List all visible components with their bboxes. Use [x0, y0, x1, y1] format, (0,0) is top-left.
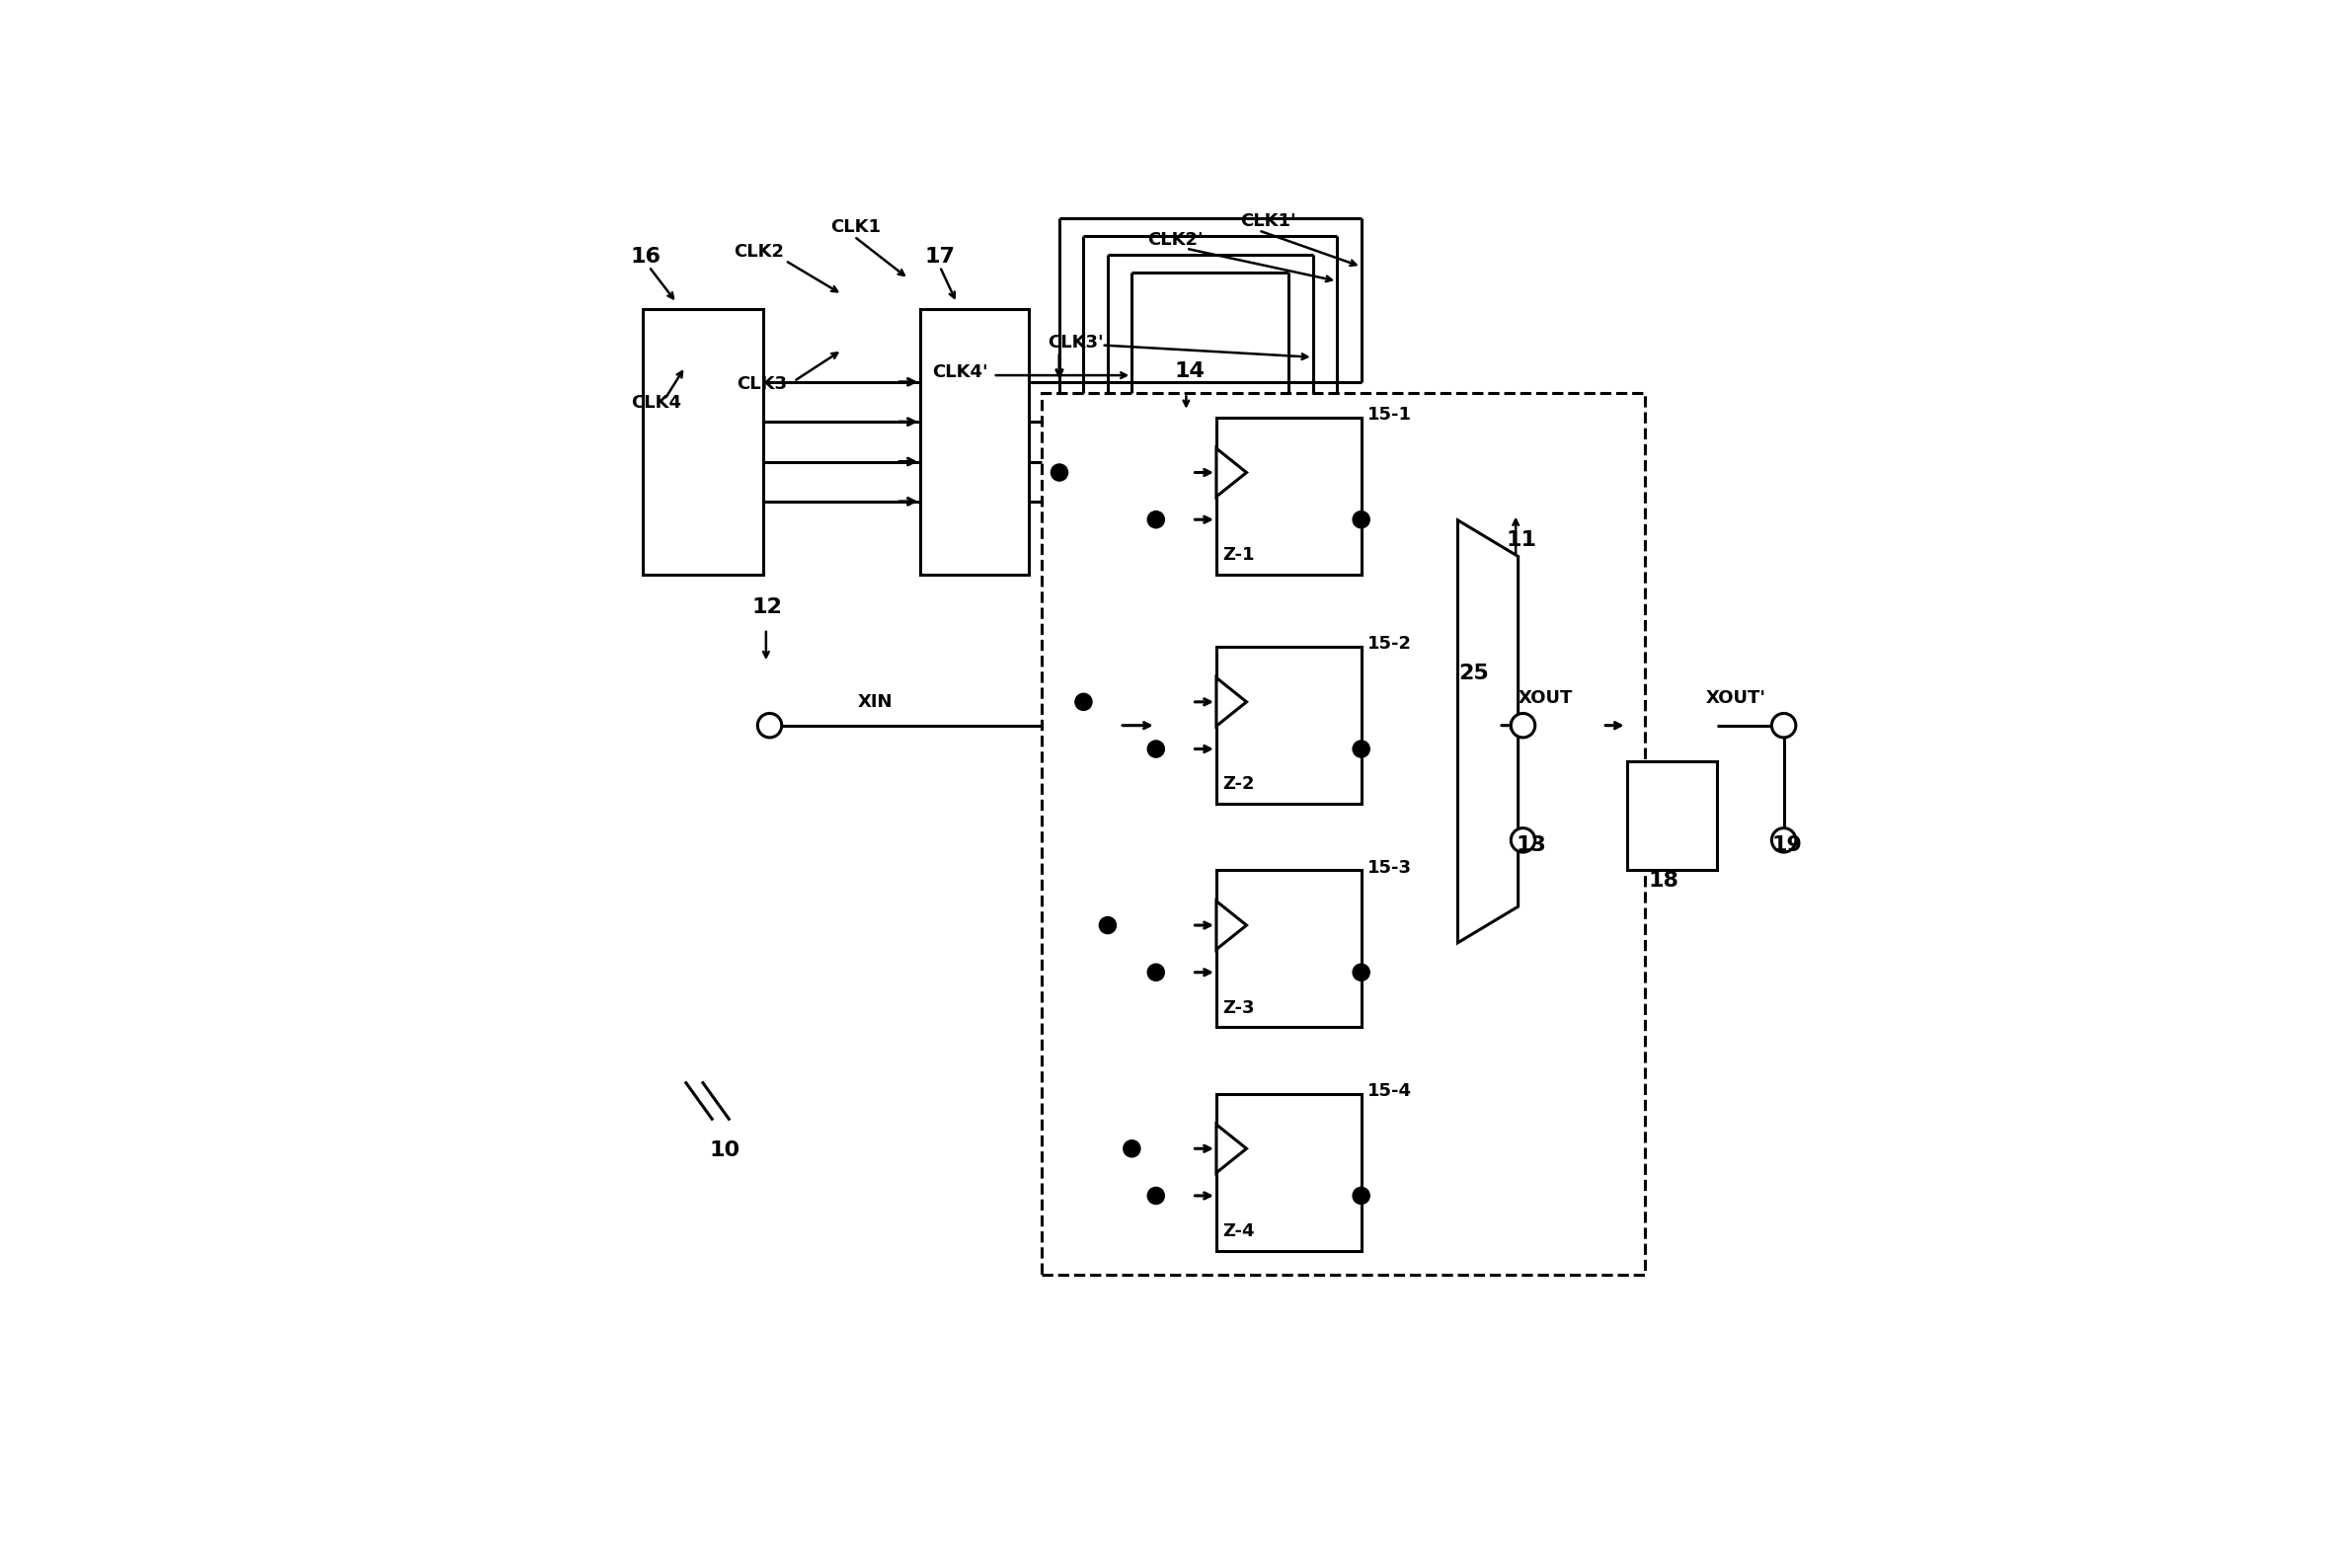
Circle shape	[1148, 740, 1164, 757]
Text: 11: 11	[1506, 530, 1536, 550]
Text: 13: 13	[1515, 834, 1545, 855]
Bar	[1216, 870, 1361, 1027]
Polygon shape	[1216, 1124, 1246, 1173]
Circle shape	[1148, 964, 1164, 982]
Text: 17: 17	[924, 246, 954, 267]
Bar	[643, 309, 765, 574]
Circle shape	[1075, 693, 1092, 710]
Text: 10: 10	[708, 1140, 741, 1160]
Text: 25: 25	[1459, 663, 1489, 684]
Text: CLK3: CLK3	[736, 376, 788, 394]
Circle shape	[1052, 464, 1068, 481]
Bar	[1040, 394, 1646, 1275]
Text: CLK1: CLK1	[830, 218, 881, 237]
Text: XIN: XIN	[858, 693, 893, 710]
Text: CLK2': CLK2'	[1148, 230, 1204, 249]
Text: Z-4: Z-4	[1223, 1223, 1256, 1240]
Text: CLK2: CLK2	[734, 243, 783, 260]
Polygon shape	[1459, 521, 1517, 942]
Text: CLK4': CLK4'	[933, 364, 989, 381]
Circle shape	[1354, 740, 1370, 757]
Circle shape	[1148, 511, 1164, 528]
Polygon shape	[1216, 677, 1246, 726]
Text: 15-3: 15-3	[1368, 859, 1412, 877]
Polygon shape	[1216, 902, 1246, 949]
Bar	[1216, 1094, 1361, 1251]
Bar	[1216, 648, 1361, 804]
Text: 15-2: 15-2	[1368, 635, 1412, 652]
Circle shape	[1122, 1140, 1141, 1157]
Text: CLK3': CLK3'	[1047, 334, 1104, 351]
Bar	[1216, 417, 1361, 574]
Text: XOUT': XOUT'	[1704, 690, 1765, 707]
Text: 16: 16	[631, 246, 662, 267]
Text: CLK1': CLK1'	[1241, 213, 1295, 230]
Text: 14: 14	[1174, 362, 1204, 381]
Circle shape	[1354, 964, 1370, 982]
Circle shape	[1354, 1187, 1370, 1204]
Text: Z-1: Z-1	[1223, 546, 1256, 564]
Circle shape	[1354, 511, 1370, 528]
Bar	[921, 309, 1029, 574]
Text: Z-2: Z-2	[1223, 776, 1256, 793]
Circle shape	[1772, 713, 1796, 737]
Circle shape	[758, 713, 781, 737]
Circle shape	[1148, 1187, 1164, 1204]
Text: 12: 12	[750, 597, 781, 616]
Text: 15-4: 15-4	[1368, 1082, 1412, 1099]
Polygon shape	[1216, 448, 1246, 497]
Circle shape	[1772, 828, 1796, 853]
Circle shape	[1099, 917, 1115, 933]
Text: CLK4: CLK4	[631, 394, 680, 411]
Text: 15-1: 15-1	[1368, 406, 1412, 423]
Text: 19: 19	[1772, 834, 1803, 855]
Circle shape	[1510, 828, 1536, 853]
Circle shape	[1510, 713, 1536, 737]
Text: 18: 18	[1648, 872, 1679, 891]
Text: Z-3: Z-3	[1223, 999, 1256, 1016]
Text: XOUT: XOUT	[1517, 690, 1573, 707]
Bar	[1627, 762, 1718, 870]
